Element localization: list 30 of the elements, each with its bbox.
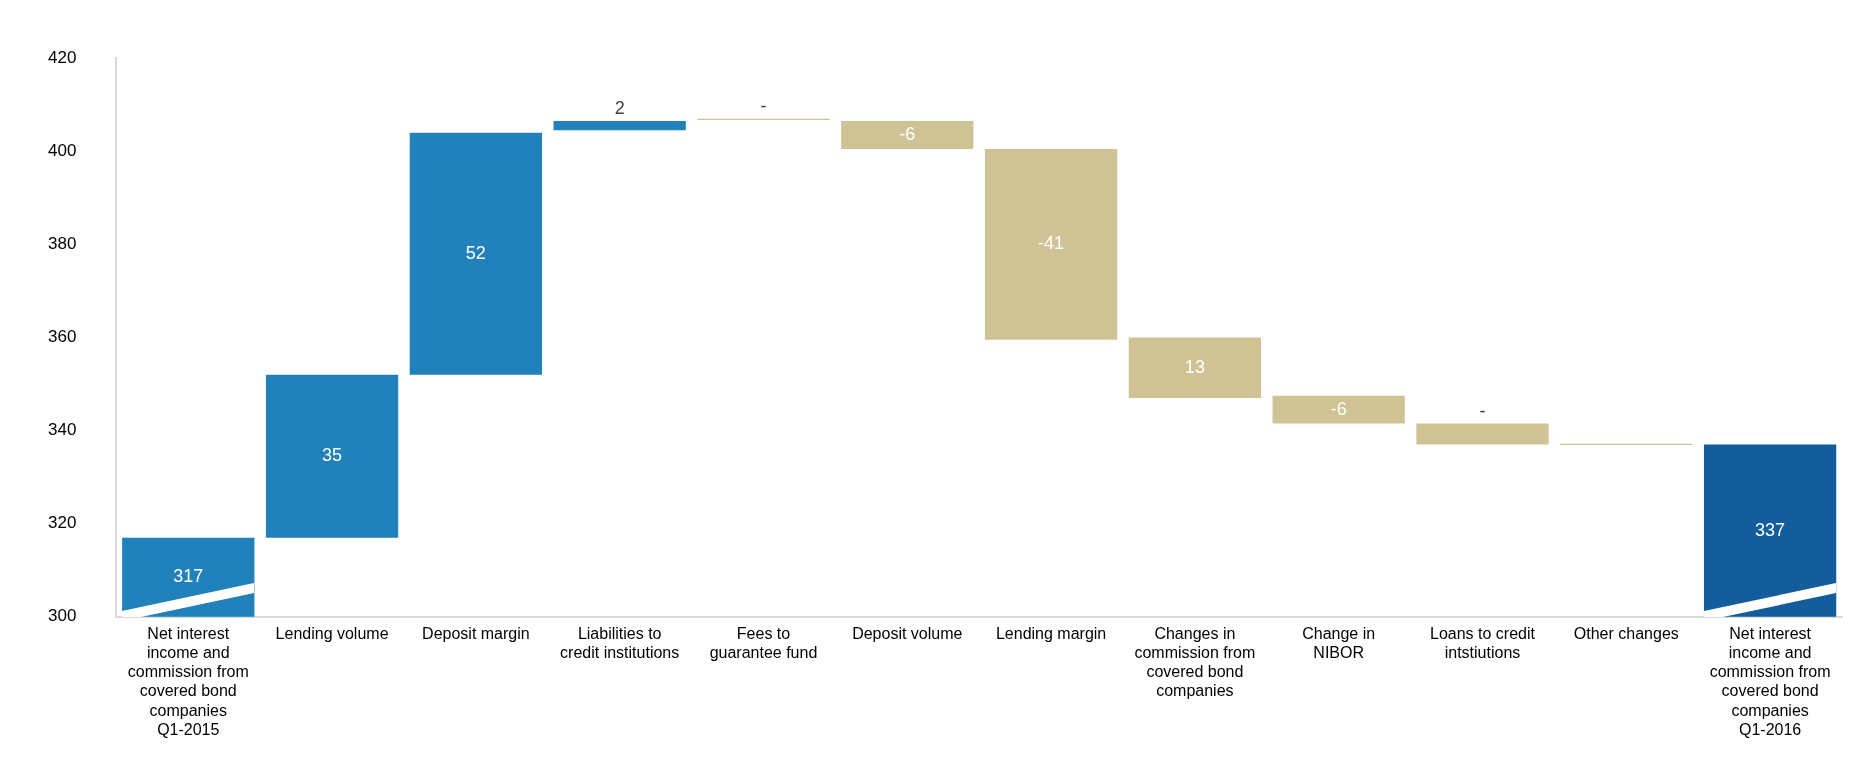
data-label: 2	[614, 98, 625, 119]
data-label: -41	[1038, 233, 1065, 254]
x-tick-label: Deposit margin	[422, 624, 530, 642]
x-tick-label: Net interest income and commission from covered bond companies Q1-2015	[127, 624, 249, 738]
data-label: -	[1479, 400, 1486, 421]
data-label: 35	[322, 445, 343, 466]
x-tick-label: Other changes	[1573, 624, 1679, 642]
y-tick-label: 420	[47, 47, 77, 67]
x-tick-label: Lending margin	[995, 624, 1107, 642]
y-tick-label: 360	[47, 327, 77, 347]
data-label: 52	[465, 242, 486, 263]
y-tick-label: 380	[47, 234, 77, 254]
x-tick-label: Loans to credit intstiutions	[1430, 624, 1536, 662]
y-tick-label: 300	[47, 606, 77, 626]
data-label: -	[760, 95, 767, 116]
data-label: -6	[899, 123, 916, 144]
x-tick-label: Net interest income and commission from covered bond companies Q1-2016	[1709, 624, 1831, 738]
x-tick-label: Change in NIBOR	[1302, 624, 1376, 662]
data-label: -6	[1330, 398, 1347, 419]
x-tick-label: Changes in commission from covered bond companies	[1134, 624, 1256, 700]
data-label: 13	[1184, 356, 1205, 377]
y-tick-label: 340	[47, 420, 77, 440]
data-label: 337	[1755, 519, 1786, 540]
y-tick-label: 400	[47, 140, 77, 160]
x-tick-label: Lending volume	[275, 624, 389, 642]
y-tick-label: 320	[47, 513, 77, 533]
x-tick-label: Fees to guarantee fund	[709, 624, 818, 662]
x-tick-label: Deposit volume	[852, 624, 963, 642]
x-tick-label: Liabilities to credit institutions	[560, 624, 680, 662]
data-label: 317	[173, 566, 204, 587]
